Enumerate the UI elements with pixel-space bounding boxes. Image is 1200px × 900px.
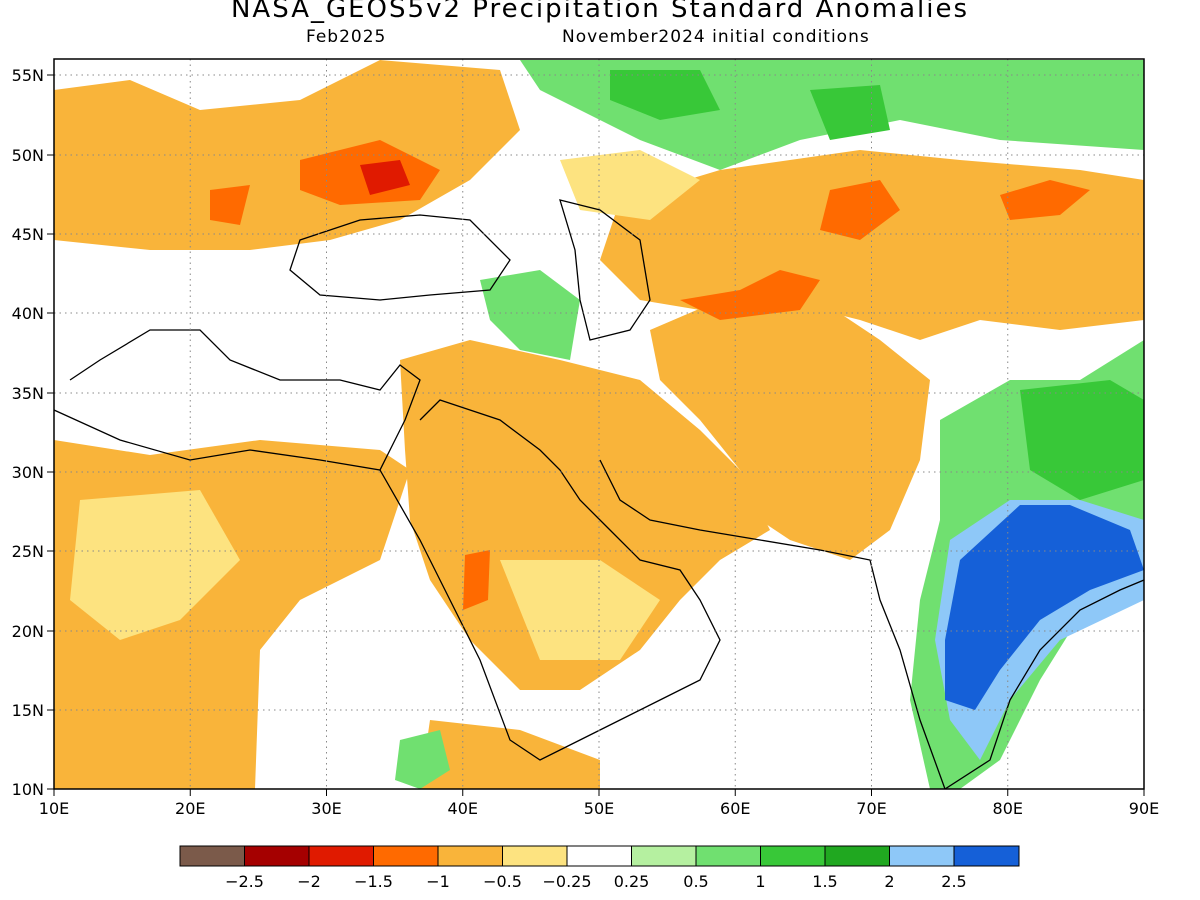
map-title: NASA_GEOS5v2 Precipitation Standard Anom…	[230, 0, 970, 24]
lon-label: 90E	[1129, 799, 1159, 818]
anomaly-region-ethiopia-wet	[395, 730, 450, 789]
lat-label: 10N	[12, 780, 44, 799]
colorbar-swatch	[953, 845, 1020, 867]
colorbar-label: 2.5	[941, 872, 966, 891]
colorbar-label: 1	[755, 872, 765, 891]
colorbar-swatch	[437, 845, 503, 867]
colorbar-swatch	[179, 845, 245, 867]
colorbar-swatch	[502, 845, 568, 867]
colorbar-swatch	[566, 845, 632, 867]
anomaly-region-arabia	[400, 340, 770, 690]
anomaly-region-india-wet-core	[1020, 380, 1144, 500]
anomaly-region-europe	[54, 60, 520, 250]
colorbar-label: −2.5	[225, 872, 264, 891]
lon-label: 40E	[448, 799, 478, 818]
lat-label: 35N	[12, 384, 44, 403]
lon-label: 50E	[584, 799, 614, 818]
colorbar-swatch	[373, 845, 439, 867]
anomaly-fields	[54, 60, 1144, 789]
anomaly-region-very-dry	[360, 160, 410, 195]
anomaly-region-caucasus-wet	[480, 270, 580, 360]
colorbar-swatch	[760, 845, 826, 867]
colorbar-label: −1.5	[354, 872, 393, 891]
anomaly-region-mongolia-dry	[1000, 180, 1090, 220]
init-conditions-label: November2024 initial conditions	[562, 27, 870, 47]
colorbar-label: 0.5	[683, 872, 708, 891]
lat-label: 25N	[12, 542, 44, 561]
colorbar-swatch	[244, 845, 310, 867]
axis-ticks	[47, 74, 1145, 796]
lat-label: 20N	[12, 622, 44, 641]
lat-label: 40N	[12, 304, 44, 323]
colorbar-label: −1	[426, 872, 450, 891]
colorbar-label: 0.25	[614, 872, 650, 891]
lat-label: 45N	[12, 225, 44, 244]
anomaly-region-sahel-light	[70, 490, 240, 640]
valid-month-label: Feb2025	[306, 27, 387, 47]
colorbar-label: 1.5	[812, 872, 837, 891]
colorbar-swatch	[824, 845, 890, 867]
anomaly-region-steppe-light	[560, 150, 700, 220]
anomaly-region-arabia-light	[500, 560, 660, 660]
colorbar-swatch	[695, 845, 761, 867]
anomaly-region-siberia-wet-core	[610, 70, 720, 120]
lon-label: 30E	[311, 799, 341, 818]
lat-label: 55N	[12, 66, 44, 85]
colorbar-label: 2	[884, 872, 894, 891]
lat-label: 30N	[12, 463, 44, 482]
colorbar-swatch	[889, 845, 955, 867]
anomaly-region-horn	[420, 720, 600, 789]
lon-label: 10E	[39, 799, 69, 818]
colorbar	[179, 845, 1020, 867]
anomaly-region-turkmen-dry	[680, 270, 820, 320]
lon-label: 80E	[993, 799, 1023, 818]
lat-label: 50N	[12, 146, 44, 165]
lon-label: 20E	[175, 799, 205, 818]
lon-label: 70E	[856, 799, 886, 818]
coastlines	[54, 199, 1144, 789]
anomaly-region-iran-pakistan	[650, 300, 930, 560]
anomaly-region-kazakh-wet-core	[810, 85, 890, 140]
grid-lines	[54, 59, 1144, 789]
colorbar-label: −0.5	[483, 872, 522, 891]
lat-label: 15N	[12, 701, 44, 720]
colorbar-swatch	[631, 845, 697, 867]
anomaly-region-kazakh-dry	[820, 180, 900, 240]
anomaly-region-arabia-dry	[463, 550, 490, 610]
anomaly-region-balkans-dry	[210, 185, 250, 225]
colorbar-label: −0.25	[542, 872, 591, 891]
lon-label: 60E	[720, 799, 750, 818]
colorbar-swatch	[308, 845, 374, 867]
colorbar-label: −2	[297, 872, 321, 891]
anomaly-region-india-extreme-wet	[945, 505, 1144, 710]
